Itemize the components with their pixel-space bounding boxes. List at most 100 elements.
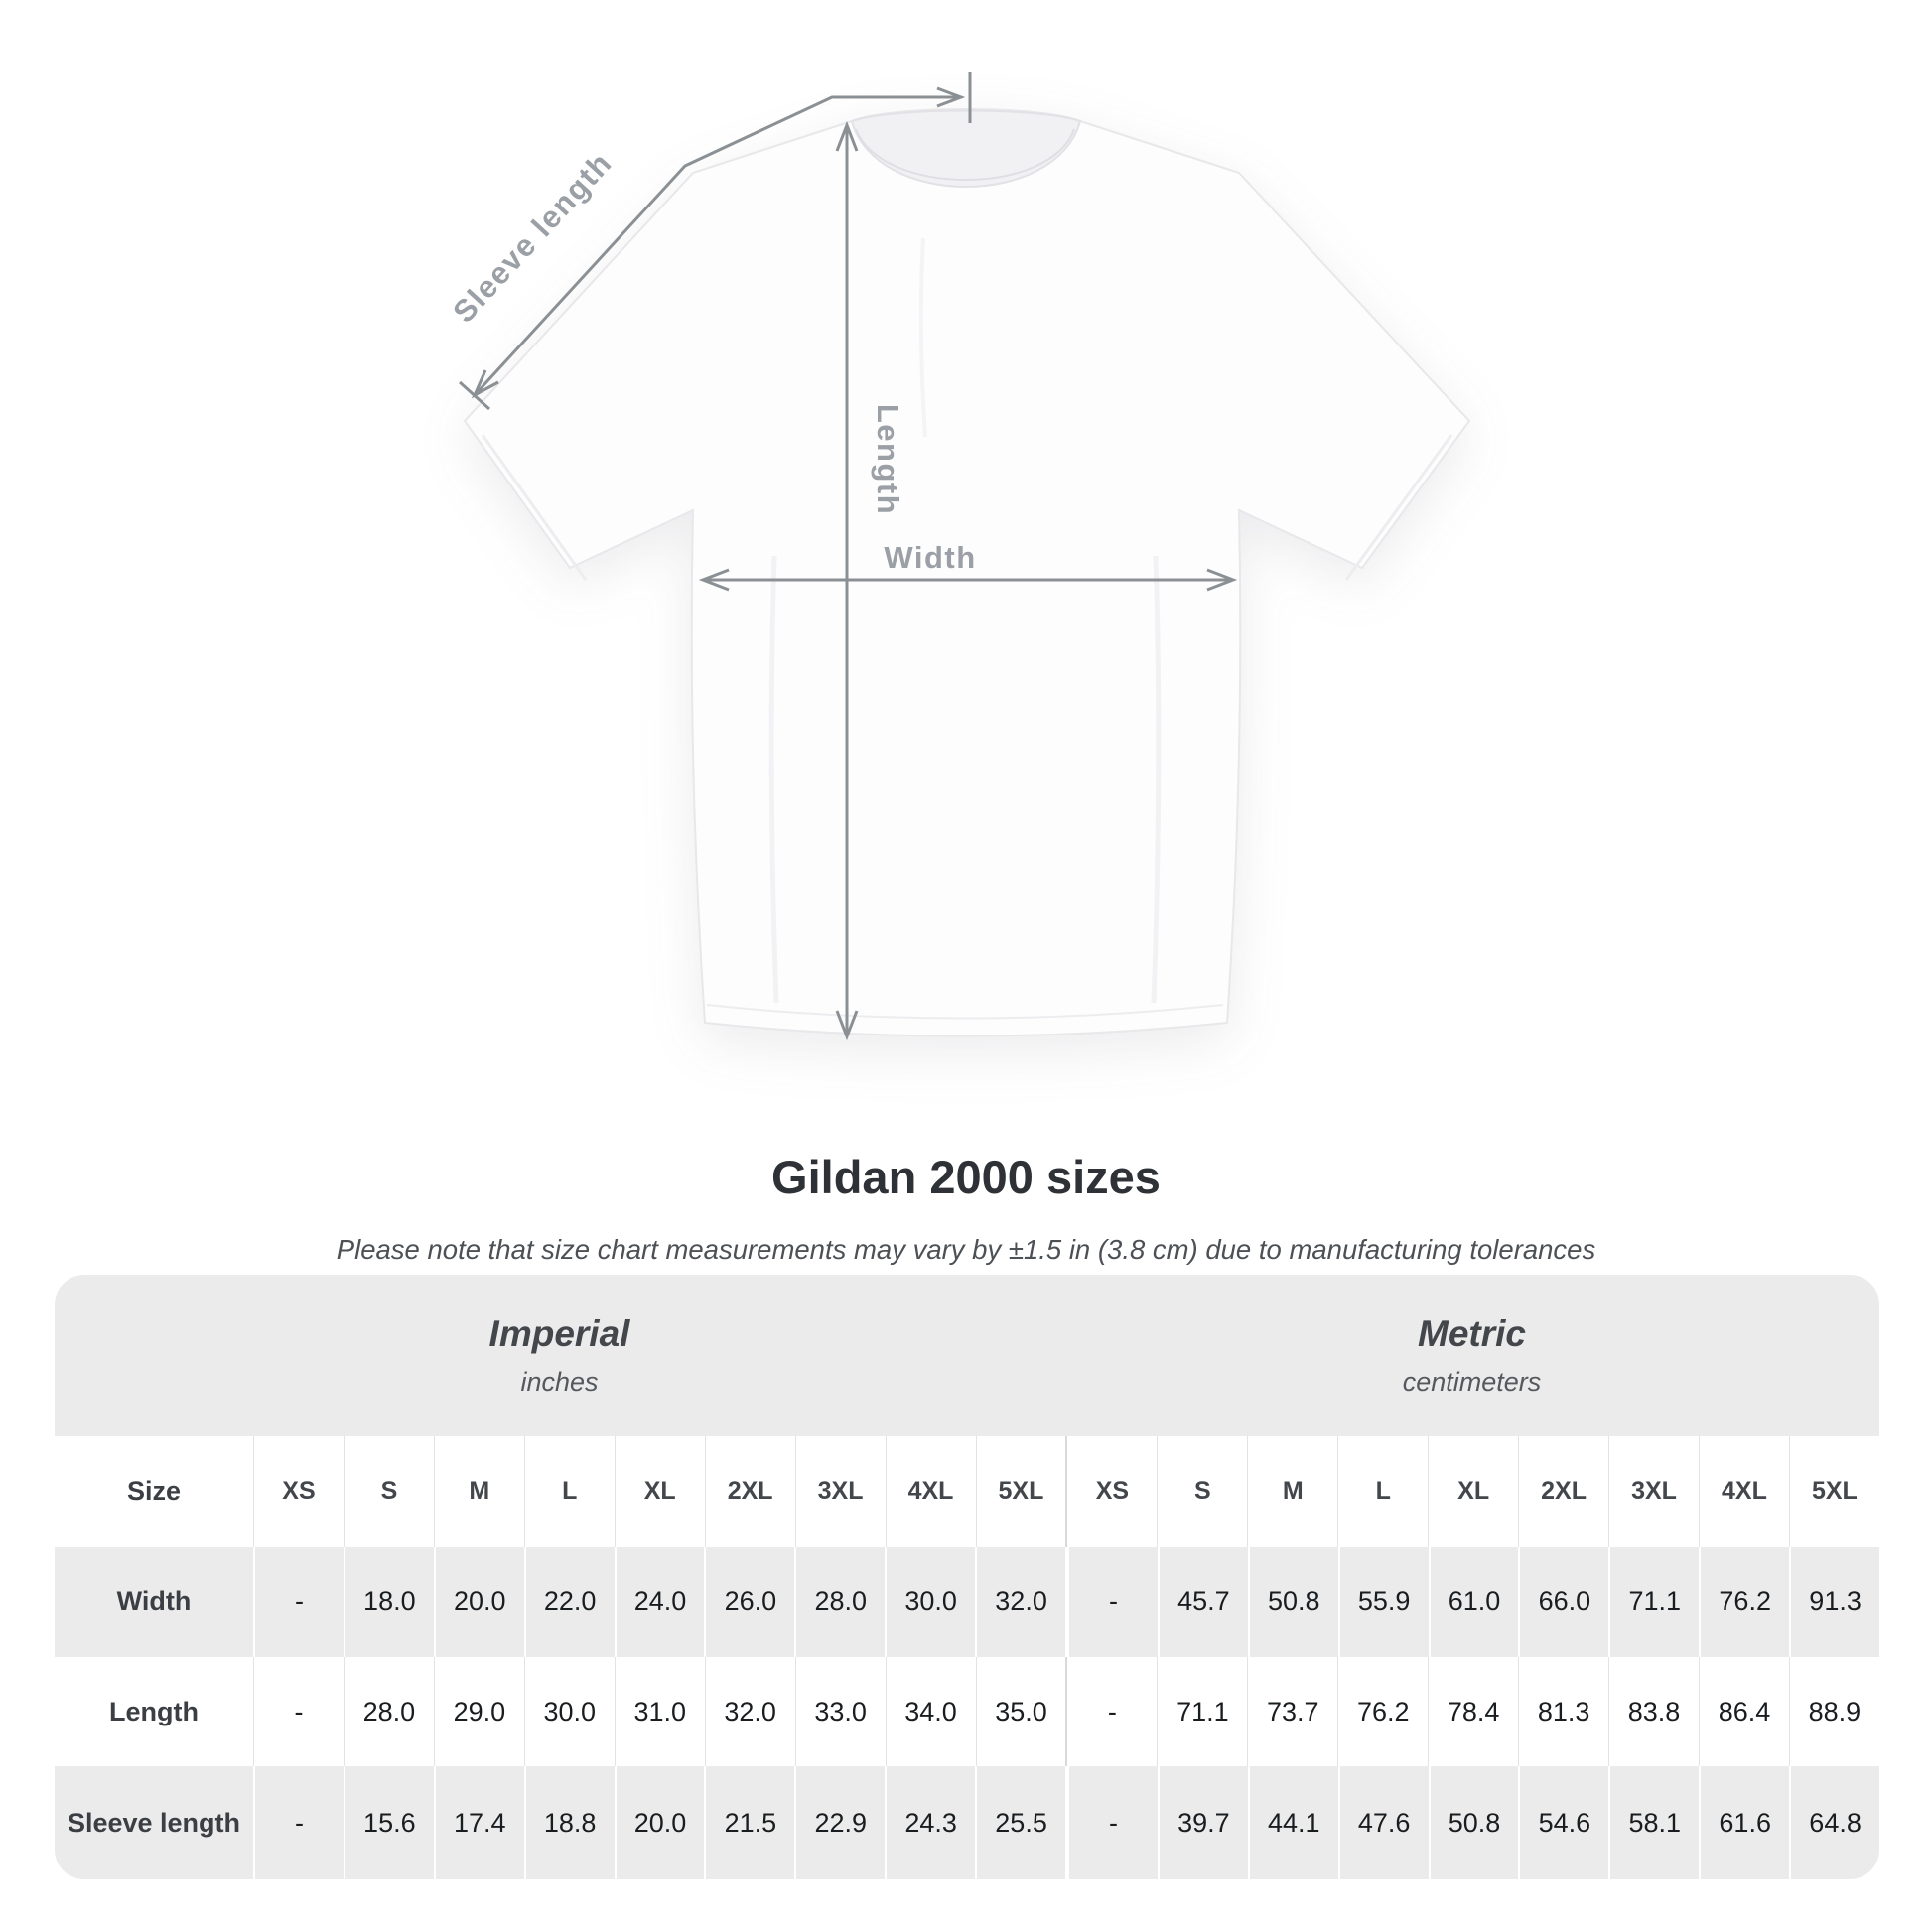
size-column-header: XS <box>1065 1436 1157 1547</box>
value-cell: 76.2 <box>1337 1657 1428 1766</box>
tshirt-crease <box>1151 555 1162 1004</box>
tshirt-measurement-diagram: Sleeve length Length Width <box>446 72 1471 1041</box>
value-cell: 15.6 <box>343 1766 434 1879</box>
value-cell: 83.8 <box>1608 1657 1699 1766</box>
value-cell: - <box>1065 1547 1158 1657</box>
row-label: Width <box>116 1587 192 1616</box>
width-label: Width <box>884 540 976 575</box>
sleeve-length-cuff-tick <box>458 380 491 411</box>
row-label: Length <box>109 1696 199 1726</box>
size-column-header: 5XL <box>975 1436 1066 1547</box>
width-left-arrowhead <box>698 568 730 592</box>
row-cells: -18.0 20.0 22.0 24.0 26.0 28.0 30.0 32.0-45.7 50… <box>253 1547 1879 1657</box>
value-cell: 50.8 <box>1247 1547 1338 1657</box>
size-header-cells: XS S M L XL 2XL 3XL 4XL 5XL XS S M L XL 2XL 3XL 4XL 5XL <box>253 1436 1879 1547</box>
size-column-header: 4XL <box>1699 1436 1789 1547</box>
tshirt-crease <box>768 555 779 1004</box>
value-cell: 76.2 <box>1699 1547 1789 1657</box>
value-cell: 73.7 <box>1247 1657 1337 1766</box>
value-cell: 66.0 <box>1518 1547 1608 1657</box>
length-bottom-arrowhead <box>835 1010 859 1041</box>
value-cell: 71.1 <box>1608 1547 1699 1657</box>
value-cell: 91.3 <box>1789 1547 1879 1657</box>
row-label: Sleeve length <box>67 1807 241 1838</box>
value-cell: 20.0 <box>614 1766 705 1879</box>
value-cell: - <box>253 1766 344 1879</box>
value-cell: 24.0 <box>614 1547 705 1657</box>
table-row-length: Length -28.0 29.0 30.0 31.0 32.0 33.0 34.0 35.0… <box>55 1657 1879 1766</box>
tshirt-right-sleeve-seam <box>1344 434 1453 581</box>
metric-unit-label: centimeters <box>1402 1366 1542 1397</box>
size-column-header: 2XL <box>704 1436 795 1547</box>
value-cell: 55.9 <box>1337 1547 1429 1657</box>
value-cell: 61.6 <box>1699 1766 1789 1879</box>
value-cell: 26.0 <box>704 1547 794 1657</box>
tshirt-neck-opening <box>850 109 1082 188</box>
value-cell: 22.0 <box>523 1547 615 1657</box>
value-cell: - <box>253 1657 344 1766</box>
value-cell: 34.0 <box>885 1657 976 1766</box>
row-cells: -15.6 17.4 18.8 20.0 21.5 22.9 24.3 25.5-39.7 44… <box>253 1766 1879 1879</box>
value-cell: 32.0 <box>975 1547 1065 1657</box>
value-cell: 45.7 <box>1157 1547 1248 1657</box>
size-column-header: S <box>343 1436 434 1547</box>
tshirt-collar-seam <box>855 128 1075 181</box>
table-row-sleeve-length: Sleeve length -15.6 17.4 18.8 20.0 21.5 22.9 2… <box>55 1766 1879 1879</box>
value-cell: - <box>1065 1657 1157 1766</box>
value-cell: 18.0 <box>343 1547 434 1657</box>
size-header-label: Size <box>126 1475 182 1506</box>
size-column-header: 5XL <box>1788 1436 1879 1547</box>
size-column-header: L <box>1337 1436 1428 1547</box>
length-label: Length <box>871 404 905 515</box>
size-column-header: L <box>523 1436 615 1547</box>
size-column-header: 3XL <box>794 1436 886 1547</box>
size-column-header: XL <box>1428 1436 1518 1547</box>
value-cell: 28.0 <box>794 1547 885 1657</box>
value-cell: 21.5 <box>704 1766 794 1879</box>
size-column-header: M <box>433 1436 524 1547</box>
value-cell: 86.4 <box>1699 1657 1789 1766</box>
value-cell: 81.3 <box>1518 1657 1608 1766</box>
value-cell: 20.0 <box>433 1547 524 1657</box>
width-right-arrowhead <box>1206 568 1238 592</box>
tshirt-graphic <box>463 108 1471 1037</box>
metric-header-group: Metric centimeters <box>1064 1275 1879 1436</box>
row-cells: -28.0 29.0 30.0 31.0 32.0 33.0 34.0 35.0-71.1 73… <box>253 1657 1879 1766</box>
value-cell: 30.0 <box>885 1547 975 1657</box>
value-cell: 39.7 <box>1157 1766 1248 1879</box>
value-cell: 71.1 <box>1157 1657 1247 1766</box>
value-cell: 25.5 <box>975 1766 1065 1879</box>
size-header-row: Size XS S M L XL 2XL 3XL 4XL 5XL XS S M L XL 2XL 3XL 4XL… <box>55 1436 1879 1547</box>
sleeve-length-dimension-line <box>473 95 959 397</box>
value-cell: 35.0 <box>975 1657 1066 1766</box>
size-column-header: XL <box>614 1436 705 1547</box>
value-cell: 32.0 <box>704 1657 795 1766</box>
value-cell: 24.3 <box>885 1766 975 1879</box>
imperial-title: Imperial <box>488 1312 630 1354</box>
value-cell: 28.0 <box>343 1657 434 1766</box>
page-title: Gildan 2000 sizes <box>771 1151 1161 1203</box>
value-cell: 22.9 <box>794 1766 885 1879</box>
unit-header-band: Imperial inches Metric centimeters <box>55 1275 1879 1436</box>
value-cell: 44.1 <box>1247 1766 1338 1879</box>
size-table: Imperial inches Metric centimeters Size … <box>55 1275 1879 1879</box>
value-cell: 78.4 <box>1428 1657 1518 1766</box>
value-cell: 47.6 <box>1337 1766 1429 1879</box>
value-cell: 33.0 <box>794 1657 886 1766</box>
tshirt-bottom-hem-seam <box>706 1004 1224 1020</box>
value-cell: 61.0 <box>1428 1547 1519 1657</box>
value-cell: 31.0 <box>614 1657 705 1766</box>
value-cell: - <box>1065 1766 1158 1879</box>
length-top-arrowhead <box>835 120 859 152</box>
size-column-header: S <box>1157 1436 1247 1547</box>
table-row-width: Width -18.0 20.0 22.0 24.0 26.0 28.0 30.0 32.0-… <box>55 1547 1879 1657</box>
size-column-header: 2XL <box>1518 1436 1608 1547</box>
dimension-lines <box>458 72 1238 1041</box>
size-column-header: 4XL <box>885 1436 976 1547</box>
sleeve-length-neck-arrowhead <box>936 86 966 108</box>
imperial-header-group: Imperial inches <box>55 1275 1064 1436</box>
value-cell: 50.8 <box>1428 1766 1519 1879</box>
tshirt-left-sleeve-seam <box>481 434 588 581</box>
value-cell: - <box>253 1547 344 1657</box>
